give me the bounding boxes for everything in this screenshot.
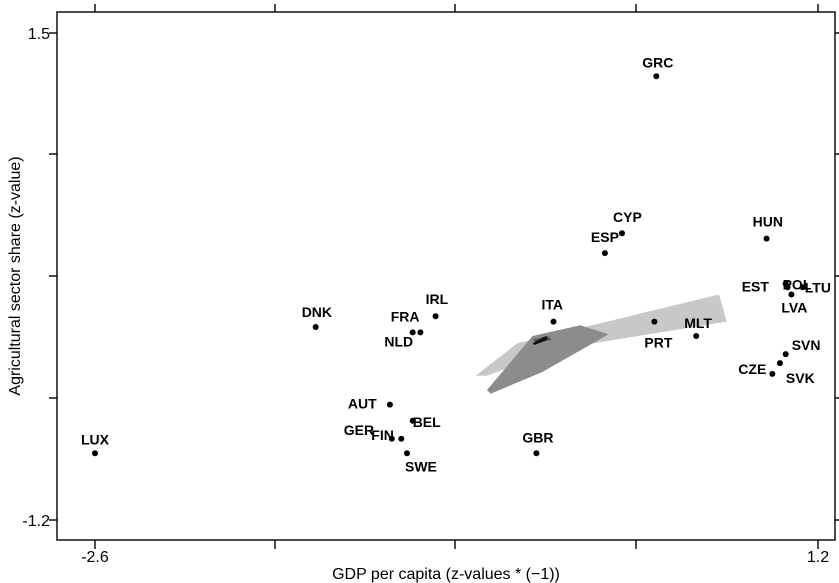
point-label-irl: IRL (426, 291, 449, 307)
plot-frame (56, 11, 836, 541)
y-tick-label-min: -1.2 (22, 513, 50, 530)
point-label-fra: FRA (391, 308, 420, 324)
point-bel (409, 417, 416, 424)
point-label-ltu: LTU (805, 279, 831, 295)
point-ita (550, 318, 557, 325)
point-label-lva: LVA (781, 300, 807, 316)
point-ltu (799, 284, 806, 291)
point-label-svk: SVK (786, 370, 815, 386)
point-cyp (619, 230, 625, 237)
point-label-nld: NLD (384, 333, 413, 349)
point-label-cyp: CYP (613, 209, 642, 225)
point-label-est: EST (742, 279, 770, 295)
point-label-mlt: MLT (684, 315, 712, 331)
point-svk (776, 360, 783, 367)
point-label-cze: CZE (738, 361, 766, 377)
y-tick-label-max: 1.5 (28, 26, 50, 43)
x-axis-label: GDP per capita (z-values * (−1)) (332, 566, 560, 583)
point-prt (651, 318, 658, 325)
point-esp (601, 250, 608, 257)
point-label-svn: SVN (792, 337, 821, 353)
point-label-fin: FIN (371, 427, 394, 443)
point-label-gbr: GBR (522, 429, 553, 445)
point-fra (409, 329, 416, 336)
point-label-aut: AUT (348, 396, 377, 412)
point-nld (417, 329, 424, 336)
y-axis-label: Agricultural sector share (z-value) (7, 156, 24, 395)
point-fin (398, 435, 405, 442)
point-gbr (533, 450, 540, 457)
point-ger (388, 435, 395, 442)
point-label-bel: BEL (413, 414, 441, 430)
point-swe (404, 450, 410, 457)
x-tick-label-min: -2.6 (81, 549, 109, 566)
point-mlt (693, 333, 700, 339)
point-label-lux: LUX (81, 431, 110, 447)
point-est (782, 280, 789, 287)
point-hun (763, 235, 770, 242)
axis-ticks (49, 4, 839, 549)
point-aut (386, 401, 393, 408)
point-label-swe: SWE (405, 458, 437, 474)
point-label-prt: PRT (644, 335, 672, 351)
data-points: LUX DNK IRL FRA NLD AUT GER BEL FIN SWE GBR ITA ESP C… (81, 54, 831, 474)
point-label-ita: ITA (542, 297, 564, 313)
point-label-ger: GER (344, 422, 374, 438)
point-label-hun: HUN (753, 214, 783, 230)
point-lva (788, 291, 795, 298)
point-irl (432, 313, 439, 320)
shaded-region-3 (532, 336, 548, 345)
point-dnk (312, 324, 319, 330)
point-lux (92, 450, 98, 457)
point-label-esp: ESP (591, 229, 619, 245)
x-tick-label-max: 1.2 (807, 549, 829, 566)
point-cze (769, 370, 776, 377)
point-grc (653, 73, 660, 80)
point-label-grc: GRC (642, 54, 673, 70)
point-label-dnk: DNK (302, 304, 332, 320)
shaded-region-1 (486, 325, 609, 394)
point-svn (782, 351, 789, 358)
shaded-regions (475, 294, 727, 394)
